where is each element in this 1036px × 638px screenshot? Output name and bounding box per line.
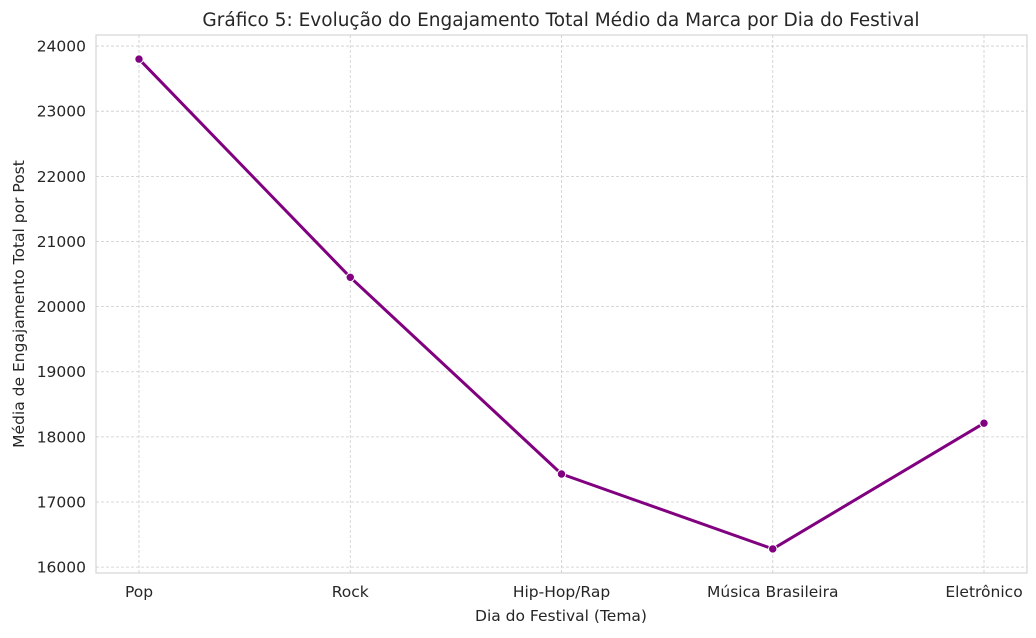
data-point xyxy=(345,272,355,282)
x-tick-label: Pop xyxy=(125,583,153,601)
data-point xyxy=(134,54,144,64)
y-tick-label: 18000 xyxy=(37,428,86,446)
x-tick-label: Rock xyxy=(332,583,369,601)
y-tick-label: 21000 xyxy=(37,233,86,251)
x-tick-label: Música Brasileira xyxy=(707,583,838,601)
y-tick-label: 17000 xyxy=(37,494,86,512)
x-axis-label: Dia do Festival (Tema) xyxy=(475,607,647,625)
y-tick-label: 16000 xyxy=(37,559,86,577)
y-axis-label: Média de Engajamento Total por Post xyxy=(10,160,28,448)
y-axis: 16000 17000 18000 19000 20000 21000 22000 23000… xyxy=(37,38,86,577)
y-tick-label: 24000 xyxy=(37,38,86,56)
data-point xyxy=(979,418,989,428)
grid xyxy=(96,35,1027,573)
data-point xyxy=(556,469,567,479)
y-tick-label: 22000 xyxy=(37,168,86,186)
x-tick-label: Hip-Hop/Rap xyxy=(513,583,610,601)
x-tick-label: Eletrônico xyxy=(945,583,1022,601)
plot-frame xyxy=(95,34,1028,574)
data-point xyxy=(768,544,778,554)
y-tick-label: 19000 xyxy=(37,363,86,381)
series-layer xyxy=(134,54,989,554)
chart-title: Gráfico 5: Evolução do Engajamento Total… xyxy=(202,10,919,31)
y-tick-label: 20000 xyxy=(37,298,86,316)
x-axis: Pop Rock Hip-Hop/Rap Música Brasileira Eletr… xyxy=(125,583,1023,601)
y-tick-label: 23000 xyxy=(37,103,86,121)
